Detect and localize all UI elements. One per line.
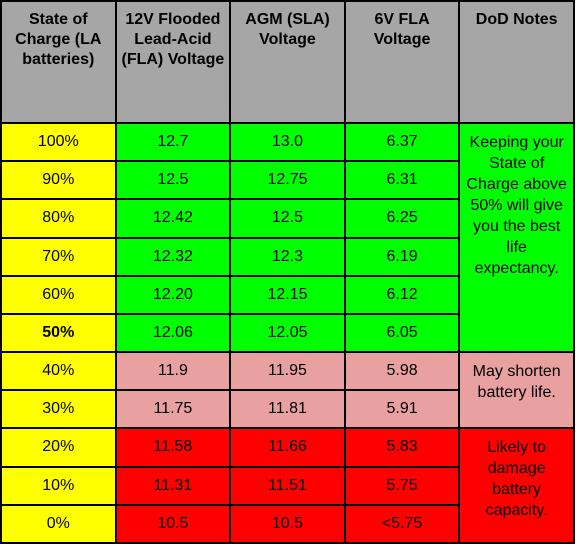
state-of-charge: 0%	[0, 503, 117, 545]
voltage-cell: 11.81	[229, 389, 346, 430]
state-of-charge: 40%	[0, 351, 117, 392]
voltage-cell: 6.37	[343, 121, 461, 163]
voltage-cell: 12.42	[114, 198, 232, 239]
voltage-cell: 12.06	[114, 312, 232, 354]
voltage-cell: 6.19	[343, 236, 461, 277]
table-row: 70% 12.32 12.3 6.19	[0, 236, 574, 277]
voltage-cell: 11.58	[114, 427, 232, 468]
state-of-charge: 10%	[0, 465, 117, 506]
dod-note: Likely to damage battery capacity.	[458, 427, 575, 544]
voltage-cell: 5.98	[343, 351, 461, 392]
header-cell: AGM (SLA) Voltage	[229, 0, 346, 124]
voltage-cell: 13.0	[229, 121, 346, 163]
dod-note: Keeping your State of Charge above 50% w…	[458, 121, 575, 354]
table-body: 100% 12.7 13.0 6.37 Keeping your State of Ch…	[0, 121, 575, 545]
table-row: 100% 12.7 13.0 6.37 Keeping your State of Ch…	[0, 121, 575, 354]
voltage-cell: 10.5	[114, 503, 232, 545]
voltage-cell: 11.95	[229, 351, 346, 392]
table-row: 80% 12.42 12.5 6.25	[0, 198, 574, 239]
table-header: State of Charge (LA batteries) 12V Floode…	[0, 0, 575, 124]
voltage-cell: 12.5	[229, 198, 346, 239]
voltage-cell: 10.5	[229, 503, 346, 545]
voltage-cell: 5.91	[343, 389, 461, 430]
state-of-charge: 50%	[0, 312, 117, 354]
voltage-cell: 11.66	[229, 427, 346, 468]
voltage-cell: 6.12	[343, 274, 461, 315]
table-row: 50% 12.06 12.05 6.05	[0, 312, 574, 354]
voltage-cell: 11.9	[114, 351, 232, 392]
voltage-cell: 12.75	[229, 160, 346, 201]
header-cell: 12V Flooded Lead-Acid (FLA) Voltage	[114, 0, 232, 124]
voltage-cell: 12.7	[114, 121, 232, 163]
header-cell: State of Charge (LA batteries)	[0, 0, 117, 124]
voltage-cell: 11.75	[114, 389, 232, 430]
header-cell: DoD Notes	[458, 0, 575, 124]
table-row: 40% 11.9 11.95 5.98 May shorten battery life…	[0, 351, 575, 430]
voltage-cell: 6.31	[343, 160, 461, 201]
state-of-charge: 20%	[0, 427, 117, 468]
voltage-cell: <5.75	[343, 503, 461, 545]
voltage-cell: 6.25	[343, 198, 461, 239]
voltage-cell: 5.83	[343, 427, 461, 468]
table-row: 10% 11.31 11.51 5.75	[0, 465, 574, 506]
voltage-cell: 12.32	[114, 236, 232, 277]
voltage-cell: 12.5	[114, 160, 232, 201]
voltage-cell: 5.75	[343, 465, 461, 506]
table-row: 60% 12.20 12.15 6.12	[0, 274, 574, 315]
table-row: 20% 11.58 11.66 5.83 Likely to damage batter…	[0, 427, 575, 544]
table-row: 30% 11.75 11.81 5.91	[0, 389, 574, 430]
voltage-cell: 11.31	[114, 465, 232, 506]
voltage-cell: 12.15	[229, 274, 346, 315]
table-row: 0% 10.5 10.5 <5.75	[0, 503, 574, 545]
state-of-charge: 60%	[0, 274, 117, 315]
voltage-cell: 12.05	[229, 312, 346, 354]
voltage-cell: 12.3	[229, 236, 346, 277]
state-of-charge: 70%	[0, 236, 117, 277]
table-row: 90% 12.5 12.75 6.31	[0, 160, 574, 201]
header-cell: 6V FLA Voltage	[343, 0, 461, 124]
state-of-charge: 90%	[0, 160, 117, 201]
state-of-charge: 100%	[0, 121, 117, 163]
state-of-charge: 30%	[0, 389, 117, 430]
header-row: State of Charge (LA batteries) 12V Floode…	[0, 0, 575, 124]
voltage-cell: 12.20	[114, 274, 232, 315]
dod-note: May shorten battery life.	[458, 351, 575, 430]
state-of-charge: 80%	[0, 198, 117, 239]
voltage-cell: 6.05	[343, 312, 461, 354]
voltage-cell: 11.51	[229, 465, 346, 506]
